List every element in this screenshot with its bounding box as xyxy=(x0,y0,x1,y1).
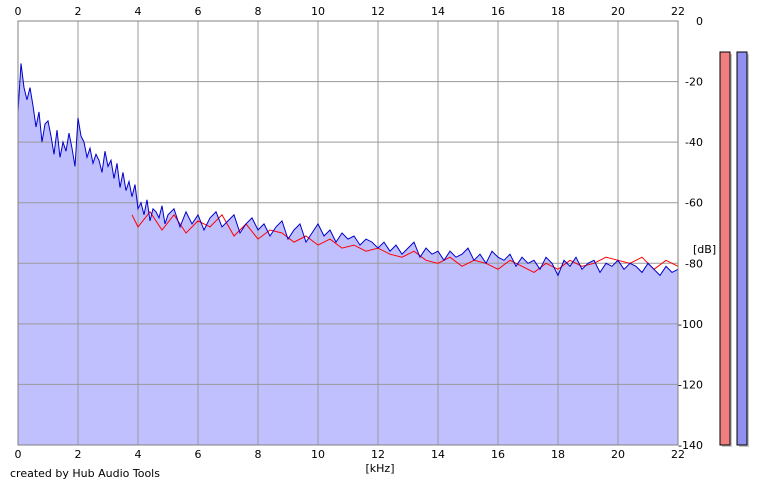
x-tick-top-0: 0 xyxy=(15,5,22,18)
x-tick-top-11: 22 xyxy=(671,5,685,18)
x-tick-top-7: 14 xyxy=(431,5,445,18)
series-line-0 xyxy=(17,63,679,277)
level-meter-1 xyxy=(736,51,748,446)
x-tick-bottom-5: 10 xyxy=(311,448,325,461)
x-ticks-bottom: 0 2 4 6 8 10 12 14 16 18 20 22 xyxy=(15,448,686,461)
y-tick-7: -140 xyxy=(678,439,703,452)
spectrum-fill-layer xyxy=(18,63,678,446)
y-tick-0: 0 xyxy=(696,15,703,28)
y-tick-4: -80 xyxy=(685,257,703,270)
credit-text: created by Hub Audio Tools xyxy=(10,467,160,480)
series-fill-0 xyxy=(18,63,678,446)
x-tick-bottom-11: 22 xyxy=(671,448,685,461)
x-tick-top-1: 2 xyxy=(75,5,82,18)
level-meter-0 xyxy=(719,51,731,446)
x-tick-top-10: 20 xyxy=(611,5,625,18)
x-tick-bottom-0: 0 xyxy=(15,448,22,461)
x-tick-bottom-10: 20 xyxy=(611,448,625,461)
x-tick-top-2: 4 xyxy=(135,5,142,18)
x-tick-top-4: 8 xyxy=(255,5,262,18)
y-tick-5: -100 xyxy=(678,318,703,331)
x-tick-top-3: 6 xyxy=(195,5,202,18)
y-tick-6: -120 xyxy=(678,378,703,391)
x-tick-bottom-2: 4 xyxy=(135,448,142,461)
x-tick-bottom-4: 8 xyxy=(255,448,262,461)
y-tick-1: -20 xyxy=(685,76,703,89)
x-tick-bottom-1: 2 xyxy=(75,448,82,461)
x-tick-top-5: 10 xyxy=(311,5,325,18)
x-ticks-top: 0 2 4 6 8 10 12 14 16 18 20 22 xyxy=(15,5,686,18)
x-axis-label: [kHz] xyxy=(366,462,395,475)
x-tick-top-6: 12 xyxy=(371,5,385,18)
plot-border xyxy=(17,20,679,446)
x-tick-top-8: 16 xyxy=(491,5,505,18)
x-tick-bottom-6: 12 xyxy=(371,448,385,461)
x-tick-bottom-3: 6 xyxy=(195,448,202,461)
x-tick-bottom-8: 16 xyxy=(491,448,505,461)
y-tick-3: -60 xyxy=(685,197,703,210)
y-ticks-right: 0 -20 -40 -60 -80 -100 -120 -140 xyxy=(678,15,703,452)
series-layer xyxy=(17,63,679,277)
level-meters xyxy=(719,51,749,447)
grid-layer xyxy=(17,20,679,446)
y-tick-2: -40 xyxy=(685,136,703,149)
x-tick-bottom-9: 18 xyxy=(551,448,565,461)
x-tick-bottom-7: 14 xyxy=(431,448,445,461)
x-tick-top-9: 18 xyxy=(551,5,565,18)
y-axis-label: [dB] xyxy=(693,243,716,256)
